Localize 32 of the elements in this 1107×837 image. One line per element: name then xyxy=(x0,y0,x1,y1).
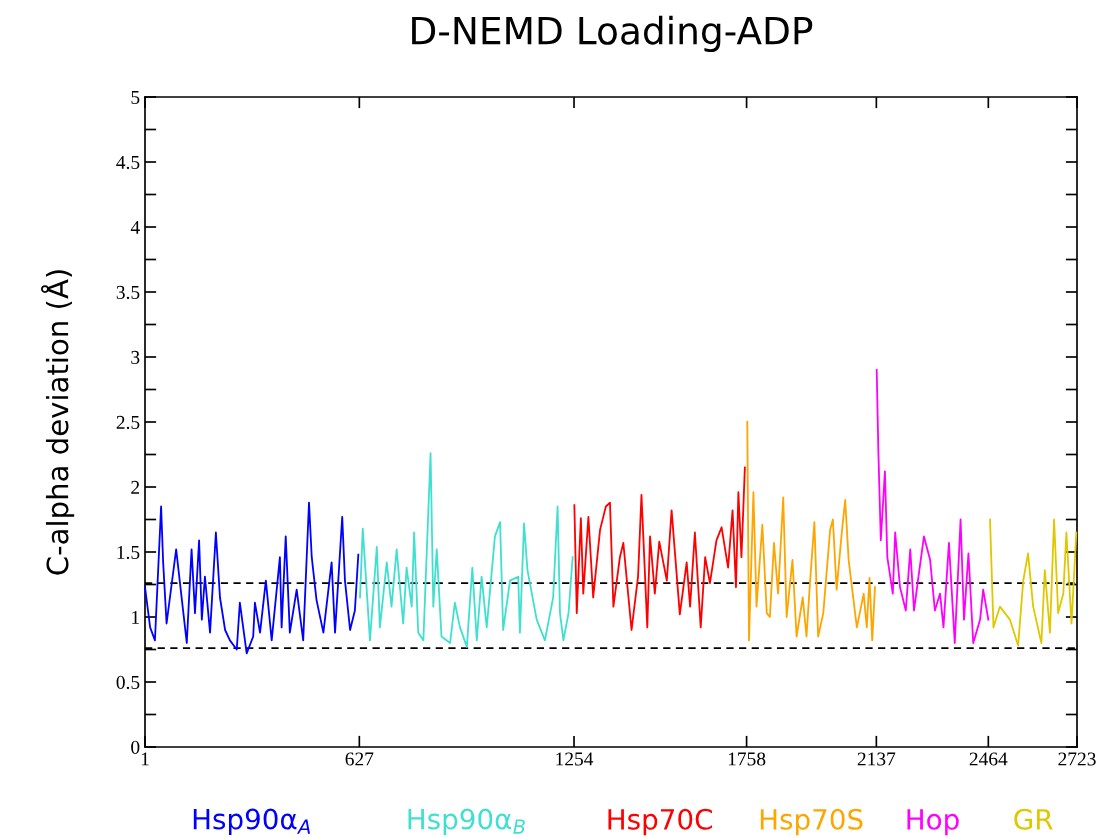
y-tick-label: 1 xyxy=(132,610,139,624)
y-axis-title: C-alpha deviation (Å) xyxy=(41,270,75,575)
text: Hsp90α$_{B}$ xyxy=(408,808,525,835)
x-tick-label: 2137 xyxy=(857,752,896,766)
y-tick-label: 2.5 xyxy=(116,415,140,430)
y-tick-label: 5 xyxy=(131,91,140,104)
x-tick-label: 2464 xyxy=(969,752,1008,766)
y-tick-label: 4.5 xyxy=(116,155,140,170)
y-tick-label: 0.5 xyxy=(116,675,140,690)
y-tick-label: 0 xyxy=(131,740,140,754)
y-tick-label: 3 xyxy=(131,350,140,364)
text: GR xyxy=(1014,808,1053,830)
line-series xyxy=(875,369,990,644)
chart-title: D-NEMD Loading-ADP xyxy=(412,15,813,53)
text: Hsp90α$_{A}$ xyxy=(193,808,310,835)
y-tick-label: 3.5 xyxy=(116,285,140,300)
text: Hop xyxy=(907,809,959,836)
line-series xyxy=(573,466,746,631)
line-series xyxy=(144,501,360,655)
text: Hsp70S xyxy=(760,808,863,836)
x-tick-label: 627 xyxy=(345,752,374,766)
y-tick-label: 2 xyxy=(131,480,140,494)
line-series xyxy=(989,518,1078,647)
x-tick-label: 2723 xyxy=(1058,752,1096,766)
text: Hsp70C xyxy=(608,808,712,836)
x-tick-label: 1254 xyxy=(556,752,594,766)
y-tick-label: 1.5 xyxy=(117,545,140,560)
line-series xyxy=(746,421,876,642)
y-tick-label: 4 xyxy=(130,220,140,234)
x-tick-label: 1 xyxy=(141,752,149,766)
x-tick-label: 1758 xyxy=(728,752,766,766)
line-series xyxy=(359,452,574,648)
